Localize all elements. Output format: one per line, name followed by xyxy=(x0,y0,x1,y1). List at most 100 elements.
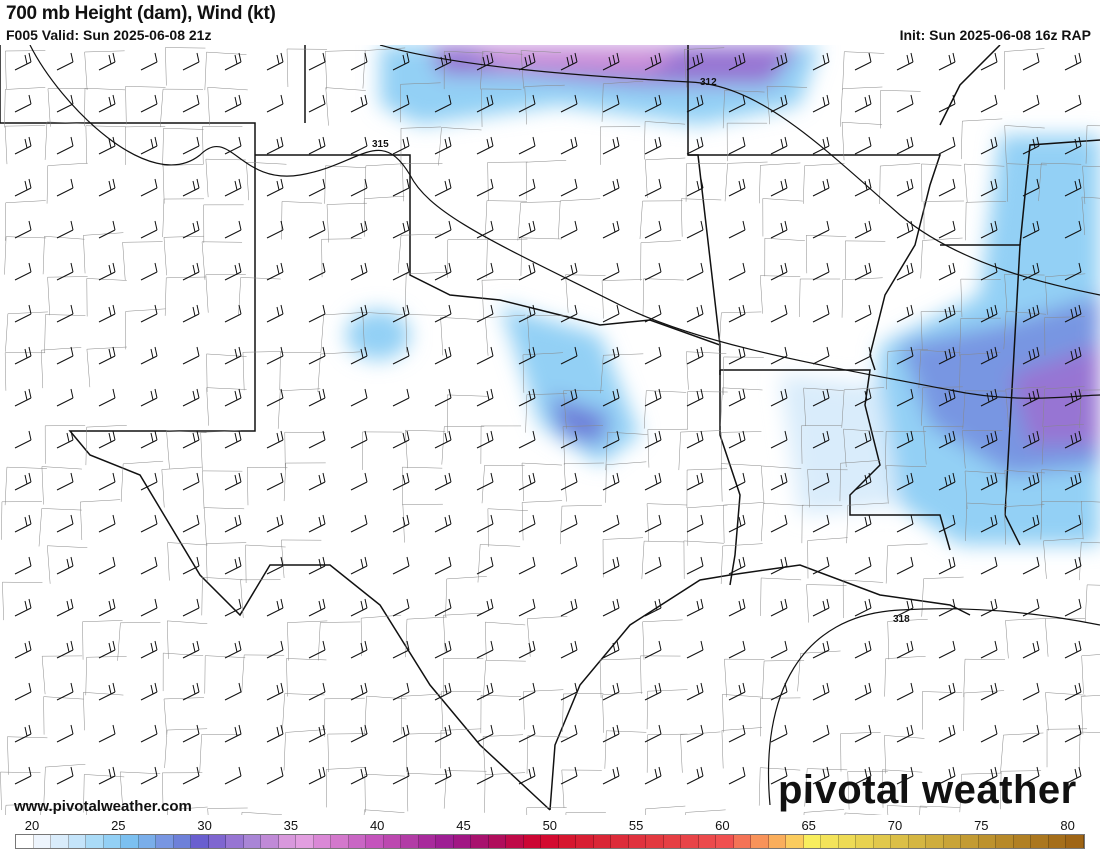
wind-barb xyxy=(141,53,157,70)
colorbar-swatch xyxy=(979,835,997,848)
wind-barb xyxy=(729,305,745,322)
colorbar-swatch xyxy=(314,835,332,848)
wind-barb xyxy=(645,557,661,574)
wind-barb xyxy=(687,683,703,700)
wind-barb xyxy=(351,95,367,112)
wind-barb xyxy=(309,515,325,532)
county-line xyxy=(679,431,721,470)
wind-barb xyxy=(729,221,745,238)
county-line xyxy=(280,352,321,390)
county-line xyxy=(806,235,846,273)
wind-barb xyxy=(855,53,871,70)
wind-barb xyxy=(477,263,493,280)
colorbar-swatch xyxy=(121,835,139,848)
county-line xyxy=(724,357,764,395)
wind-barb xyxy=(267,599,283,616)
county-line xyxy=(5,312,47,352)
wind-barb xyxy=(57,347,73,364)
county-line xyxy=(921,238,963,278)
county-line xyxy=(5,467,47,505)
county-line xyxy=(880,163,921,204)
county-line xyxy=(47,163,88,203)
colorbar-swatch xyxy=(156,835,174,848)
wind-barb xyxy=(939,179,955,196)
county-line xyxy=(207,388,247,426)
county-line xyxy=(719,312,761,351)
wind-barb xyxy=(141,641,157,658)
wind-barb xyxy=(15,683,31,700)
contour-label-318: 318 xyxy=(893,614,910,625)
county-line xyxy=(640,201,683,239)
county-line xyxy=(123,242,163,281)
county-line xyxy=(560,505,602,544)
wind-barb xyxy=(813,641,829,658)
county-line xyxy=(325,698,365,737)
county-line xyxy=(42,467,82,505)
wind-barb xyxy=(393,683,409,700)
county-line xyxy=(964,659,1005,697)
county-line xyxy=(438,127,481,165)
colorbar-swatch xyxy=(366,835,384,848)
wind-barb xyxy=(771,431,787,448)
county-line xyxy=(167,621,207,659)
wind-barb xyxy=(141,137,157,154)
wind-barb xyxy=(183,53,199,70)
wind-barb xyxy=(897,53,913,70)
wind-barb xyxy=(225,221,241,238)
wind-barb xyxy=(99,431,115,448)
wind-barb xyxy=(729,263,745,280)
county-line xyxy=(721,464,761,502)
wind-barb xyxy=(141,767,157,784)
wind-barb xyxy=(855,683,871,700)
wind-barb xyxy=(309,431,325,448)
wind-barb xyxy=(729,725,745,742)
colorbar-label: 60 xyxy=(715,818,729,833)
wind-barb xyxy=(477,137,493,154)
county-line xyxy=(840,87,882,127)
county-line xyxy=(527,807,567,815)
wind-barb xyxy=(897,725,913,742)
county-line xyxy=(285,432,325,470)
colorbar-label: 30 xyxy=(197,818,211,833)
wind-barb xyxy=(687,347,703,364)
county-line xyxy=(643,620,683,660)
wind-barb xyxy=(771,137,787,154)
colorbar-swatch xyxy=(1049,835,1067,848)
wind-barb xyxy=(351,473,367,490)
county-line xyxy=(1047,729,1087,767)
wind-barb xyxy=(897,137,913,154)
colorbar-label: 50 xyxy=(543,818,557,833)
county-line xyxy=(43,236,84,274)
county-line xyxy=(200,735,242,773)
wind-barb xyxy=(645,263,661,280)
wind-barb xyxy=(183,473,199,490)
wind-barb xyxy=(435,389,451,406)
wind-barb xyxy=(351,263,367,280)
wind-barb xyxy=(1023,557,1039,574)
wind-barb xyxy=(561,599,577,616)
wind-barb xyxy=(519,473,535,490)
colorbar-swatch xyxy=(734,835,752,848)
county-line xyxy=(448,240,488,278)
fill-panhandle xyxy=(346,310,410,360)
wind-barb xyxy=(561,221,577,238)
colorbar-swatch xyxy=(926,835,944,848)
wind-barb xyxy=(309,389,325,406)
wind-barb xyxy=(57,53,73,70)
wind-barb xyxy=(141,179,157,196)
wind-barb xyxy=(57,599,73,616)
wind-barb xyxy=(771,641,787,658)
colorbar-swatch xyxy=(506,835,524,848)
county-line xyxy=(603,693,643,733)
county-line xyxy=(483,660,526,698)
colorbar-swatch xyxy=(699,835,717,848)
wind-barb xyxy=(519,641,535,658)
wind-barb xyxy=(561,725,577,742)
county-line xyxy=(287,621,327,661)
county-line xyxy=(167,431,207,469)
colorbar-swatch xyxy=(594,835,612,848)
county-line xyxy=(558,199,600,239)
county-line xyxy=(87,278,127,316)
wind-barb xyxy=(225,263,241,280)
colorbar-swatch xyxy=(279,835,297,848)
